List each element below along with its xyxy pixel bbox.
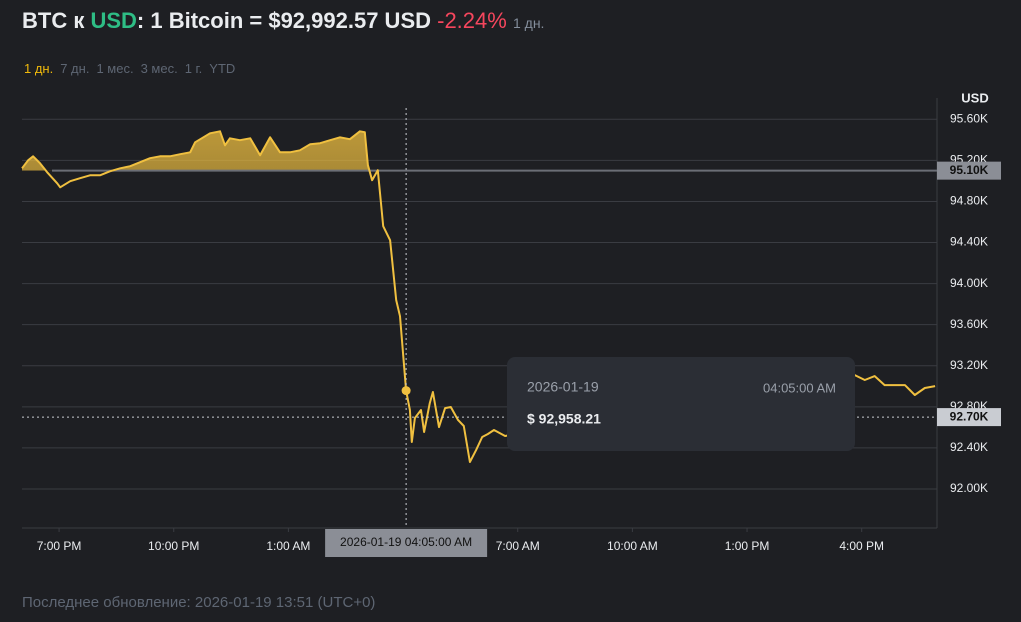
- x-tick-label: 10:00 PM: [148, 539, 199, 553]
- range-tab[interactable]: 7 дн.: [60, 61, 90, 76]
- tooltip-time: 04:05:00 AM: [763, 380, 836, 395]
- y-tick-label: 93.60K: [950, 317, 988, 331]
- x-tick-label: 7:00 PM: [37, 539, 82, 553]
- range-tab[interactable]: 1 г.: [184, 61, 203, 76]
- range-tab[interactable]: 3 мес.: [140, 61, 178, 76]
- title-rest: : 1 Bitcoin = $92,992.57 USD: [136, 8, 431, 33]
- range-tab[interactable]: YTD: [209, 61, 236, 76]
- y-tick-label: 92.40K: [950, 440, 988, 454]
- tooltip-date: 2026-01-19: [527, 379, 599, 395]
- footer: Последнее обновление: 2026-01-19 13:51 (…: [22, 594, 376, 611]
- y-tick-label: 94.80K: [950, 194, 988, 208]
- change: -2.24%: [437, 8, 507, 33]
- chart: USD92.00K92.40K92.80K93.20K93.60K94.00K9…: [21, 90, 1001, 557]
- x-tick-label: 1:00 AM: [266, 539, 310, 553]
- y-tick-label: 92.00K: [950, 481, 988, 495]
- y-tick-label: 95.60K: [950, 111, 988, 125]
- area-fill: [22, 131, 378, 171]
- range-tab[interactable]: 1 мес.: [96, 61, 134, 76]
- header: BTC к USD: 1 Bitcoin = $92,992.57 USD -2…: [22, 8, 544, 34]
- tooltip-box: [507, 357, 855, 451]
- range-tabs: 1 дн. 7 дн. 1 мес. 3 мес. 1 г. YTD: [24, 61, 242, 76]
- title-base: BTC к: [22, 8, 85, 33]
- x-tick-label: 4:00 PM: [839, 539, 884, 553]
- hover-point: [401, 386, 411, 396]
- crosshair-y-label: 92.70K: [950, 409, 989, 423]
- range-tab[interactable]: 1 дн.: [24, 61, 54, 76]
- reference-label: 95.10K: [950, 163, 989, 177]
- y-unit: USD: [961, 90, 988, 105]
- tooltip-value: $ 92,958.21: [527, 411, 601, 427]
- y-tick-label: 93.20K: [950, 358, 988, 372]
- y-tick-label: 94.40K: [950, 235, 988, 249]
- reference-label-box: [937, 161, 1001, 180]
- change-period: 1 дн.: [512, 15, 545, 31]
- crosshair-x-box: [325, 529, 488, 557]
- x-tick-label: 7:00 AM: [496, 539, 540, 553]
- x-tick-label: 1:00 PM: [725, 539, 770, 553]
- title-quote: USD: [90, 8, 137, 33]
- crosshair-y-box: [937, 408, 1001, 427]
- x-tick-label: 10:00 AM: [607, 539, 658, 553]
- y-tick-label: 94.00K: [950, 276, 988, 290]
- crosshair-x-label: 2026-01-19 04:05:00 AM: [340, 535, 472, 549]
